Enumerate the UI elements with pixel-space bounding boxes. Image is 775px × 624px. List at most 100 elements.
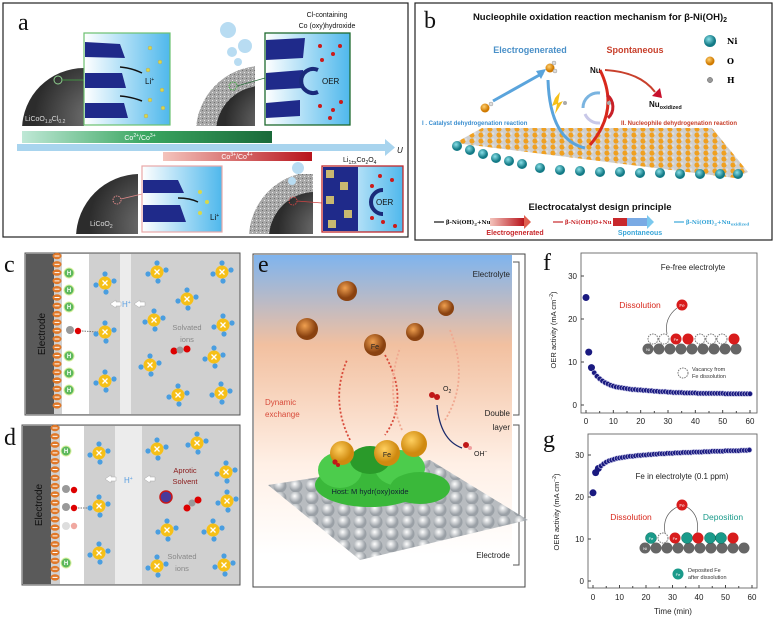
aprotic-label-2: Solvent bbox=[172, 477, 198, 486]
g-surface-schematic: Ni Fe Fe bbox=[639, 532, 750, 554]
g-ni-label: Ni bbox=[643, 546, 647, 551]
plot-frame bbox=[580, 252, 758, 414]
h-c: H bbox=[67, 305, 71, 311]
plot-f: 0 10 20 30 40 50 60 0 10 20 30 bbox=[568, 252, 758, 426]
licoo2-particle bbox=[76, 174, 138, 234]
hydroxide-molecule bbox=[463, 442, 472, 450]
data-point bbox=[582, 294, 590, 301]
region-brackets bbox=[513, 261, 520, 566]
electrode-d-label: Electrode bbox=[34, 483, 45, 526]
reaction-2-label: II. Nucleophile dehydrogenation reaction bbox=[621, 121, 737, 127]
legend-h: H bbox=[727, 75, 735, 85]
nucleophile-arrow bbox=[588, 69, 610, 146]
zoom-line-2 bbox=[236, 77, 266, 87]
boundary-layer-d bbox=[115, 426, 142, 584]
arrow-2 bbox=[613, 218, 647, 226]
panel-b: b Nucleophile oxidation reaction mechani… bbox=[414, 2, 773, 241]
shell-title-1: Cl-containing bbox=[307, 12, 348, 19]
h-d: H bbox=[64, 449, 68, 455]
panel-c-label: c bbox=[4, 252, 15, 278]
deposited-label-2: after dissolution bbox=[688, 575, 727, 581]
ni-oh2-lattice bbox=[452, 128, 748, 179]
double-layer-label-1: Double bbox=[485, 409, 511, 418]
adsorbed-co-d bbox=[62, 485, 93, 530]
oh-to-o2-arrow bbox=[436, 404, 463, 449]
g-fe-surface-label: Fe bbox=[673, 536, 678, 541]
host-label: Host: M hydr(oxy)oxide bbox=[331, 487, 408, 496]
x-tick-label: 60 bbox=[746, 417, 755, 426]
zoom-ring-3 bbox=[112, 195, 122, 205]
panel-d-label: d bbox=[4, 425, 16, 451]
state-1: β-Ni(OH)2+Nu bbox=[446, 219, 491, 227]
g-fe-atom bbox=[676, 499, 688, 511]
co2-co3-bar bbox=[22, 131, 272, 143]
electrogenerated-label: Electrogenerated bbox=[493, 45, 567, 55]
spinel-label: Li1±xCo2O4 bbox=[343, 157, 377, 166]
shell-title-2: Co (oxy)hydroxide bbox=[299, 23, 356, 30]
h-plus-arrows-d bbox=[104, 474, 156, 484]
water-molecule bbox=[545, 60, 558, 74]
oxygen-bubbles bbox=[220, 22, 252, 66]
x-tick-label: 50 bbox=[721, 593, 730, 602]
g-exchange-paths bbox=[664, 506, 698, 534]
x-tick-label: 10 bbox=[609, 417, 618, 426]
adsorbed-hydroxide bbox=[332, 459, 340, 467]
g-condition: Fe in electrolyte (0.1 ppm) bbox=[636, 472, 729, 481]
g-deposited-fe-label: Fe bbox=[649, 536, 654, 541]
x-tick-label: 0 bbox=[584, 417, 589, 426]
legend-h-marker bbox=[707, 77, 713, 83]
oxygen-bubbles-bottom bbox=[288, 162, 304, 185]
solvated-ions-label-c-2: ions bbox=[180, 335, 194, 344]
data-point bbox=[747, 390, 753, 397]
y-tick-label: 20 bbox=[575, 493, 584, 502]
spinel-particle bbox=[249, 174, 313, 234]
li-ion-label-top: Li+ bbox=[145, 77, 154, 86]
inset-layered-structure-bottom bbox=[141, 165, 223, 233]
legend-o: O bbox=[727, 56, 734, 66]
x-tick-label: 20 bbox=[636, 417, 645, 426]
electrogenerated-arrowhead bbox=[536, 69, 546, 79]
vacancy-legend-icon bbox=[677, 367, 689, 379]
deposited-fe-legend-icon-label: Fe bbox=[676, 572, 681, 577]
vacancy-label-1: Vacancy from bbox=[692, 367, 726, 373]
y-tick-label: 20 bbox=[568, 315, 577, 324]
data-point bbox=[585, 348, 593, 356]
state-2: β-Ni(OH)O+Nu bbox=[565, 219, 612, 226]
panel-g: g 0 10 20 30 40 50 60 0 10 20 30 OER activity (mA … bbox=[543, 427, 758, 616]
potential-axis-label: U bbox=[397, 146, 403, 155]
h-d: H bbox=[64, 561, 68, 567]
catalyst-dehydrogenation-arrow bbox=[546, 79, 586, 150]
y-tick-label: 30 bbox=[575, 451, 584, 460]
g-ylabel: OER activity (mA cm−2) bbox=[552, 473, 561, 550]
co2-co3-label: Co2+/Co3+ bbox=[124, 133, 155, 142]
boundary-layer-c bbox=[120, 254, 131, 414]
legend-o-marker bbox=[705, 56, 715, 66]
spontaneous-label: Spontaneous bbox=[606, 45, 663, 55]
li-ion-label-bottom: Li+ bbox=[210, 213, 219, 222]
reaction-1-label: I . Catalyst dehydrogenation reaction bbox=[422, 121, 528, 127]
x-tick-label: 40 bbox=[695, 593, 704, 602]
shell-particle-top bbox=[196, 66, 255, 126]
hydroxyl-molecule bbox=[480, 101, 494, 113]
h-c: H bbox=[67, 371, 71, 377]
deposited-label-1: Deposited Fe bbox=[688, 568, 721, 574]
h-c: H bbox=[67, 388, 71, 394]
panel-a: a LiCoO1.8Cl0.2 Li+ Cl-containing bbox=[2, 2, 409, 238]
x-tick-label: 30 bbox=[664, 417, 673, 426]
licoocl-particle bbox=[22, 68, 84, 126]
data-point bbox=[746, 447, 753, 453]
legend-ni-marker bbox=[704, 35, 716, 47]
h-plus-c: H+ bbox=[122, 300, 131, 309]
f-condition: Fe-free electrolyte bbox=[661, 263, 726, 272]
dynamic-exchange-arrows bbox=[338, 329, 460, 441]
vacancy-label-2: Fe dissolution bbox=[692, 374, 726, 380]
inset-spinel bbox=[321, 165, 404, 233]
nu-oxidized-label: Nuoxidized bbox=[649, 100, 682, 111]
potential-arrow bbox=[17, 139, 395, 156]
deposited-fe-legend-icon bbox=[672, 568, 684, 580]
f-fe-atom bbox=[676, 299, 688, 311]
h-plus-d: H+ bbox=[124, 476, 133, 485]
inset-oxyhydroxide bbox=[264, 32, 351, 126]
fe-label-surface: Fe bbox=[383, 452, 391, 459]
co3-co4-label: Co3+/Co4+ bbox=[221, 152, 252, 161]
